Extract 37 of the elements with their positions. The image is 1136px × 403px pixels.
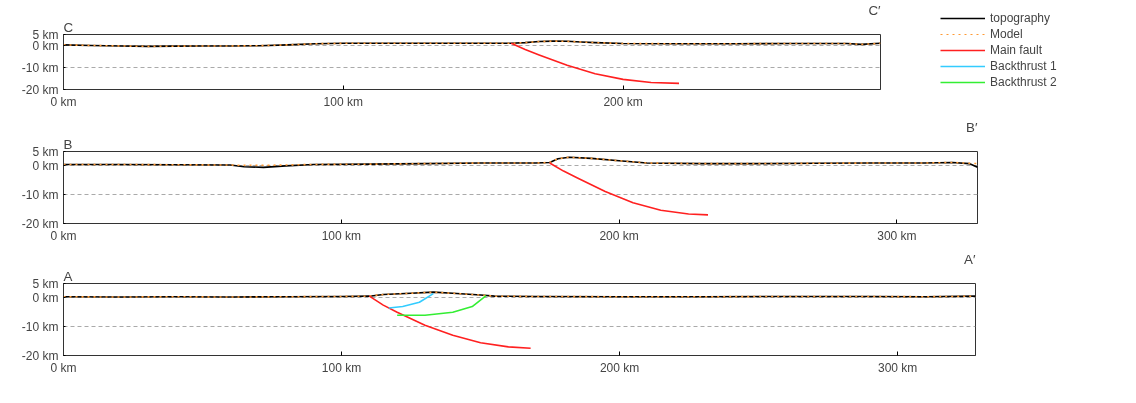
legend-label: topography <box>990 11 1051 25</box>
annotation: B <box>63 136 73 152</box>
legend-label: Backthrust 1 <box>990 59 1057 73</box>
y-tick-label: -10 km <box>21 319 59 334</box>
y-tick-label: -10 km <box>21 187 59 202</box>
line-series <box>368 295 532 350</box>
x-tick-label: 100 km <box>323 94 363 109</box>
y-tick-label: 0 km <box>32 158 59 173</box>
x-tick-label: 200 km <box>599 360 640 375</box>
x-tick-label: 0 km <box>50 360 77 375</box>
annotation: A <box>63 268 73 284</box>
line-series <box>396 294 487 316</box>
annotation: C <box>63 19 74 35</box>
x-tick-label: 200 km <box>603 94 643 109</box>
legend-label: Main fault <box>990 43 1043 57</box>
x-tick-label: 200 km <box>599 228 639 243</box>
text: A′ <box>964 251 976 267</box>
legend-label: Backthrust 2 <box>990 75 1057 89</box>
text: B′ <box>966 119 978 135</box>
line-series <box>388 292 435 309</box>
text: C′ <box>868 2 881 18</box>
y-tick-label: 5 km <box>32 276 59 291</box>
x-tick-label: 100 km <box>321 228 361 243</box>
line-series <box>510 42 680 85</box>
x-tick-label: 0 km <box>50 228 77 243</box>
y-tick-label: 0 km <box>32 290 59 305</box>
line-series <box>548 162 709 216</box>
x-tick-label: 100 km <box>321 360 362 375</box>
x-tick-label: 0 km <box>50 94 77 109</box>
x-tick-label: 300 km <box>877 360 918 375</box>
y-tick-label: -20 km <box>21 82 59 97</box>
y-tick-label: -20 km <box>21 216 59 231</box>
y-tick-label: -20 km <box>21 348 59 363</box>
y-tick-label: -10 km <box>21 60 59 75</box>
x-tick-label: 300 km <box>877 228 917 243</box>
y-tick-label: 5 km <box>32 144 59 159</box>
legend-label: Model <box>990 27 1023 41</box>
